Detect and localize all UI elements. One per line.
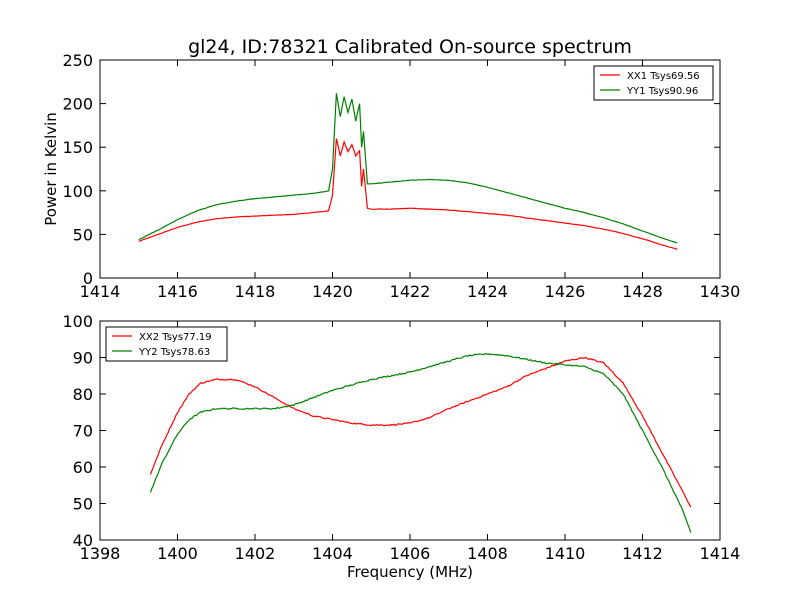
x-tick-label: 1404 xyxy=(312,544,353,563)
series-line-1 xyxy=(138,93,678,244)
series-line-1 xyxy=(149,352,692,533)
y-tick-label: 150 xyxy=(62,138,93,157)
x-axis-label: Frequency (MHz) xyxy=(347,563,473,581)
y-tick-label: 250 xyxy=(62,51,93,70)
x-tick-label: 1420 xyxy=(312,282,353,301)
legend-label-xx2: XX2 Tsys77.19 xyxy=(139,332,212,343)
x-tick-label: 1398 xyxy=(80,544,121,563)
tick-group: 1398 1400 1402 1404 1406 1408 1410 1412 1414 40 50… xyxy=(62,312,740,563)
y-tick-label: 0 xyxy=(83,269,93,288)
legend-label-yy1: YY1 Tsys90.96 xyxy=(626,86,698,97)
x-tick-label: 1410 xyxy=(545,544,586,563)
x-tick-label: 1418 xyxy=(235,282,276,301)
series-line-0 xyxy=(138,138,678,250)
plot-area xyxy=(138,93,678,250)
x-tick-label: 1428 xyxy=(622,282,663,301)
y-axis-label: Power in Kelvin xyxy=(42,112,60,226)
x-tick-label: 1416 xyxy=(157,282,198,301)
x-tick-label: 1408 xyxy=(467,544,508,563)
plot-area xyxy=(149,352,692,533)
x-tick-label: 1414 xyxy=(80,282,121,301)
x-tick-label: 1426 xyxy=(545,282,586,301)
x-tick-label: 1412 xyxy=(622,544,663,563)
y-tick-label: 100 xyxy=(62,182,93,201)
y-tick-label: 90 xyxy=(73,349,93,368)
x-tick-label: 1400 xyxy=(157,544,198,563)
x-tick-label: 1402 xyxy=(235,544,276,563)
y-tick-label: 50 xyxy=(73,225,93,244)
x-tick-label: 1430 xyxy=(700,282,741,301)
y-tick-label: 50 xyxy=(73,495,93,514)
y-tick-label: 40 xyxy=(73,531,93,550)
axes-frame xyxy=(99,59,721,279)
y-tick-label: 200 xyxy=(62,95,93,114)
y-tick-label: 80 xyxy=(73,385,93,404)
legend: XX2 Tsys77.19 YY2 Tsys78.63 xyxy=(105,326,228,362)
y-tick-label: 60 xyxy=(73,458,93,477)
tick-group: 1414 1416 1418 1420 1422 1424 1426 1428 1430 0 50 1… xyxy=(62,51,740,301)
x-tick-label: 1406 xyxy=(390,544,431,563)
x-tick-label: 1422 xyxy=(390,282,431,301)
series-line-0 xyxy=(149,356,692,508)
on-source-spectrum-chart-1: gl24, ID:78321 Calibrated On-source spec… xyxy=(42,36,740,301)
legend-label-xx1: XX1 Tsys69.56 xyxy=(627,71,700,82)
legend: XX1 Tsys69.56 YY1 Tsys90.96 xyxy=(593,65,714,101)
legend-box xyxy=(593,65,714,101)
legend-label-yy2: YY2 Tsys78.63 xyxy=(138,347,210,358)
x-tick-label: 1424 xyxy=(467,282,508,301)
y-tick-label: 100 xyxy=(62,312,93,331)
axes-frame xyxy=(99,320,721,541)
chart-title: gl24, ID:78321 Calibrated On-source spec… xyxy=(188,36,632,58)
on-source-spectrum-chart-2: Frequency (MHz) 1398 1400 1402 1404 1406 1408… xyxy=(62,312,740,581)
legend-box xyxy=(105,326,228,362)
x-tick-label: 1414 xyxy=(700,544,741,563)
y-tick-label: 70 xyxy=(73,422,93,441)
